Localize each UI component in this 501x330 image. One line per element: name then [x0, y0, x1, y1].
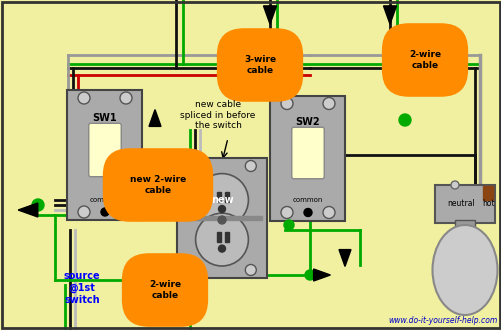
- Text: 3-wire
cable: 3-wire cable: [243, 55, 276, 75]
- Polygon shape: [149, 110, 161, 126]
- Polygon shape: [188, 153, 200, 170]
- Circle shape: [281, 97, 293, 110]
- FancyBboxPatch shape: [67, 90, 142, 220]
- Polygon shape: [263, 6, 276, 24]
- FancyBboxPatch shape: [270, 95, 345, 220]
- Circle shape: [78, 206, 90, 218]
- Circle shape: [120, 206, 132, 218]
- Bar: [216, 232, 220, 242]
- Bar: [216, 192, 220, 202]
- Ellipse shape: [432, 225, 496, 315]
- Polygon shape: [338, 249, 350, 266]
- Text: SW2: SW2: [295, 117, 320, 127]
- Circle shape: [218, 206, 225, 213]
- Text: source
@1st
switch: source @1st switch: [64, 271, 100, 305]
- Circle shape: [78, 92, 90, 104]
- Text: neutral: neutral: [446, 200, 474, 209]
- Polygon shape: [383, 6, 396, 24]
- Circle shape: [195, 174, 248, 226]
- Text: www.do-it-yourself-help.com: www.do-it-yourself-help.com: [388, 316, 497, 325]
- FancyBboxPatch shape: [177, 158, 267, 278]
- FancyBboxPatch shape: [434, 185, 494, 223]
- Circle shape: [217, 216, 225, 224]
- Circle shape: [322, 97, 334, 110]
- Bar: [482, 186, 492, 200]
- Circle shape: [305, 270, 314, 280]
- Circle shape: [32, 199, 44, 211]
- Circle shape: [450, 181, 458, 189]
- Circle shape: [195, 213, 248, 266]
- Circle shape: [120, 92, 132, 104]
- Circle shape: [322, 207, 334, 218]
- Text: new: new: [210, 195, 233, 205]
- Circle shape: [187, 265, 198, 276]
- Circle shape: [245, 160, 256, 172]
- Polygon shape: [18, 203, 38, 217]
- Circle shape: [245, 265, 256, 276]
- Text: 2-wire
cable: 2-wire cable: [408, 50, 440, 70]
- Circle shape: [281, 207, 293, 218]
- FancyBboxPatch shape: [291, 127, 324, 179]
- Bar: [224, 192, 228, 202]
- Bar: [224, 232, 228, 242]
- Circle shape: [304, 209, 312, 216]
- Text: common: common: [90, 197, 120, 203]
- Circle shape: [101, 208, 109, 216]
- Bar: [181, 216, 262, 220]
- Text: new cable
spliced in before
the switch: new cable spliced in before the switch: [180, 100, 255, 130]
- Text: hot: hot: [481, 200, 493, 209]
- Circle shape: [284, 220, 294, 230]
- Text: SW1: SW1: [93, 113, 117, 123]
- Circle shape: [398, 114, 410, 126]
- Polygon shape: [313, 269, 330, 281]
- Text: common: common: [292, 197, 323, 204]
- Text: new 2-wire
cable: new 2-wire cable: [130, 175, 186, 195]
- Circle shape: [218, 245, 225, 252]
- Bar: [454, 220, 474, 238]
- Text: 2-wire
cable: 2-wire cable: [149, 280, 181, 300]
- FancyBboxPatch shape: [89, 123, 121, 177]
- Circle shape: [187, 160, 198, 172]
